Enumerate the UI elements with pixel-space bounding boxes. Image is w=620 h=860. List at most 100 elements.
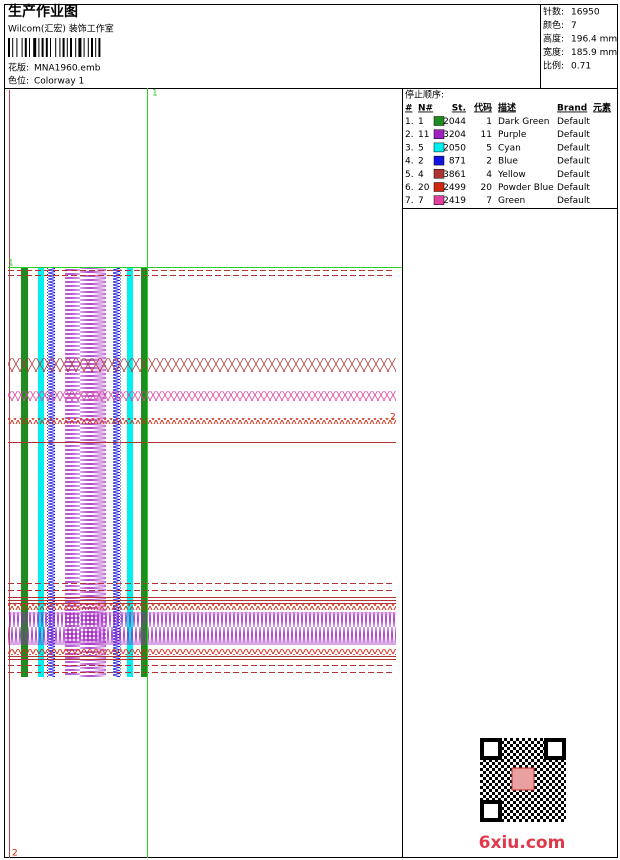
row-brand: Default bbox=[557, 196, 590, 206]
row-code: 7 bbox=[486, 196, 492, 206]
row-st: 871 bbox=[449, 157, 466, 167]
design: 1 1 2 2 bbox=[8, 88, 402, 859]
row-st: 2419 bbox=[443, 196, 466, 206]
barcode-bar bbox=[66, 38, 68, 57]
row-code: 5 bbox=[486, 143, 492, 153]
row-brand: Default bbox=[557, 157, 590, 167]
row-index: 5. bbox=[405, 170, 414, 180]
row-brand: Default bbox=[557, 130, 590, 140]
barcode-bar bbox=[29, 38, 30, 57]
row-needle: 11 bbox=[418, 130, 429, 140]
stitch-block bbox=[127, 267, 133, 677]
colorway: Colorway 1 bbox=[34, 77, 84, 87]
row-code: 4 bbox=[486, 170, 492, 180]
barcode-bar bbox=[50, 38, 51, 57]
stitch-block bbox=[141, 267, 148, 677]
color-swatch bbox=[433, 169, 445, 179]
row-description: Purple bbox=[498, 130, 527, 140]
barcode-bar bbox=[45, 38, 48, 57]
row-st: 3861 bbox=[443, 170, 466, 180]
qr-finder bbox=[480, 800, 502, 822]
stitch-block bbox=[47, 267, 55, 677]
stitch-block bbox=[8, 358, 396, 372]
barcode-bar bbox=[91, 38, 93, 57]
row-needle: 20 bbox=[418, 183, 430, 193]
row-brand: Default bbox=[557, 170, 590, 180]
barcode-bar bbox=[78, 38, 82, 57]
row-index: 1. bbox=[405, 117, 414, 127]
stat-value: 16950 bbox=[571, 8, 600, 18]
design-file: MNA1960.emb bbox=[34, 64, 101, 74]
company: Wilcom(汇宏) 装饰工作室 bbox=[8, 23, 114, 35]
stat-label: 针数: bbox=[543, 6, 564, 18]
barcode-bar bbox=[75, 38, 77, 57]
column-header: # bbox=[405, 104, 413, 114]
stitch-block bbox=[8, 612, 396, 645]
row-brand: Default bbox=[557, 117, 590, 127]
barcode-bar bbox=[83, 38, 85, 57]
row-needle: 7 bbox=[418, 196, 424, 206]
barcode-bar bbox=[33, 38, 37, 57]
qr-finder bbox=[544, 738, 566, 760]
stat-value: 185.9 mm bbox=[571, 48, 617, 58]
barcode-bar bbox=[12, 38, 14, 57]
row-st: 2044 bbox=[443, 117, 466, 127]
row-description: Cyan bbox=[498, 143, 521, 153]
row-st: 2499 bbox=[443, 183, 466, 193]
qr-logo bbox=[511, 767, 535, 791]
qr-finder bbox=[480, 738, 502, 760]
color-swatch bbox=[433, 195, 445, 205]
row-needle: 4 bbox=[418, 170, 424, 180]
row-needle: 1 bbox=[418, 117, 424, 127]
design-marker: 2 bbox=[12, 849, 18, 859]
design-marker: 1 bbox=[8, 259, 14, 269]
row-st: 3204 bbox=[443, 130, 466, 140]
row-code: 20 bbox=[481, 183, 493, 193]
stat-value: 7 bbox=[571, 21, 577, 31]
stat-value: 0.71 bbox=[571, 62, 591, 72]
stat-label: 比例: bbox=[543, 60, 564, 72]
stat-label: 高度: bbox=[543, 33, 564, 45]
barcode-bar bbox=[55, 38, 57, 57]
row-description: Yellow bbox=[497, 170, 526, 180]
stitch-block bbox=[21, 267, 28, 677]
row-brand: Default bbox=[557, 183, 590, 193]
stitch-block bbox=[8, 604, 396, 610]
row-description: Blue bbox=[498, 157, 518, 167]
row-description: Powder Blue bbox=[498, 183, 554, 193]
colorway-label: 色位: bbox=[8, 75, 29, 87]
qr-code bbox=[480, 738, 566, 822]
row-index: 2. bbox=[405, 130, 414, 140]
barcode-bar bbox=[16, 38, 18, 57]
row-index: 7. bbox=[405, 196, 414, 206]
stat-label: 颜色: bbox=[543, 19, 564, 31]
stitch-block bbox=[8, 391, 396, 401]
color-swatch bbox=[433, 142, 445, 153]
row-needle: 2 bbox=[418, 157, 424, 167]
barcode-bar bbox=[38, 38, 40, 57]
outer-border bbox=[4, 4, 618, 858]
design-marker: 1 bbox=[152, 89, 158, 99]
stat-value: 196.4 mm bbox=[571, 35, 617, 45]
row-needle: 5 bbox=[418, 143, 424, 153]
barcode-bar bbox=[8, 38, 10, 57]
stitch-block bbox=[8, 649, 396, 655]
barcode-bar bbox=[41, 38, 44, 57]
color-swatch bbox=[433, 129, 445, 139]
design-label: 花版: bbox=[8, 62, 29, 74]
stat-label: 宽度: bbox=[543, 46, 564, 58]
stitch-block bbox=[113, 267, 121, 677]
column-header: 元素 bbox=[593, 102, 611, 114]
row-index: 3. bbox=[405, 143, 414, 153]
stitch-block bbox=[38, 267, 44, 677]
design-marker: 2 bbox=[390, 413, 396, 423]
row-index: 4. bbox=[405, 157, 414, 167]
column-header: Brand bbox=[557, 104, 587, 114]
row-description: Green bbox=[498, 196, 525, 206]
barcode-bar bbox=[87, 38, 89, 57]
row-code: 11 bbox=[481, 130, 492, 140]
title: 生产作业图 bbox=[8, 3, 78, 20]
row-brand: Default bbox=[557, 143, 590, 153]
